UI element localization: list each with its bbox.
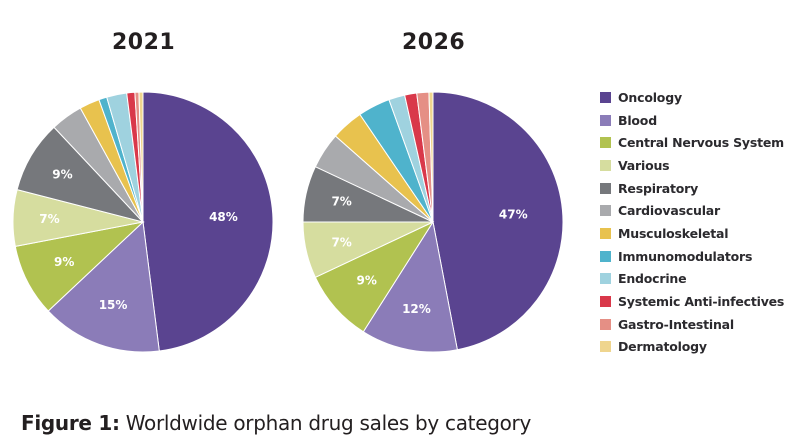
legend-swatch (600, 250, 611, 262)
legend-swatch (600, 91, 611, 103)
legend-item: Central Nervous System (600, 131, 784, 154)
slice-data-label: 9% (52, 167, 72, 181)
legend: Oncology Blood Central Nervous System Vario… (600, 86, 784, 358)
pie-slice (47, 220, 160, 353)
legend-item: Cardiovascular (600, 199, 784, 222)
caption-prefix: Figure 1: (21, 411, 120, 435)
slice-data-label: 7% (39, 212, 59, 226)
pie-title-2021: 2021 (112, 30, 176, 55)
slice-data-label: 9% (54, 255, 74, 269)
legend-swatch (600, 114, 611, 126)
legend-label: Central Nervous System (618, 135, 784, 151)
legend-label: Oncology (618, 89, 682, 105)
figure-caption: Figure 1: Worldwide orphan drug sales by… (21, 411, 531, 435)
pie-2026: 47% 12% 9% 7% 7% (302, 91, 564, 353)
legend-swatch (600, 227, 611, 239)
legend-label: Blood (618, 112, 657, 128)
legend-label: Respiratory (618, 180, 699, 196)
legend-item: Respiratory (600, 177, 784, 200)
legend-swatch (600, 296, 611, 308)
slice-data-label: 7% (331, 235, 351, 249)
legend-swatch (600, 205, 611, 217)
legend-label: Cardiovascular (618, 203, 721, 219)
legend-swatch (600, 341, 611, 353)
pie-slice (362, 220, 458, 353)
legend-label: Systemic Anti-infectives (618, 294, 785, 310)
legend-item: Blood (600, 109, 784, 132)
legend-item: Gastro-Intestinal (600, 313, 784, 336)
pie-slice (432, 91, 564, 351)
slice-data-label: 48% (209, 210, 238, 224)
legend-swatch (600, 273, 611, 285)
pie-title-2026: 2026 (402, 30, 466, 55)
legend-item: Immunomodulators (600, 245, 784, 268)
legend-label: Various (618, 157, 670, 173)
pie-slice (428, 91, 434, 223)
legend-item: Systemic Anti-infectives (600, 290, 784, 313)
legend-item: Oncology (600, 86, 784, 109)
slice-data-label: 47% (499, 207, 528, 221)
legend-swatch (600, 159, 611, 171)
slice-data-label: 12% (402, 302, 431, 316)
legend-label: Musculoskeletal (618, 225, 729, 241)
slice-data-label: 9% (357, 273, 377, 287)
legend-item: Musculoskeletal (600, 222, 784, 245)
caption-text: Worldwide orphan drug sales by category (119, 411, 532, 435)
legend-label: Immunomodulators (618, 248, 753, 264)
slice-data-label: 15% (99, 298, 128, 312)
legend-swatch (600, 182, 611, 194)
pie-slice (142, 91, 274, 352)
legend-item: Various (600, 154, 784, 177)
legend-item: Dermatology (600, 336, 784, 359)
legend-swatch (600, 318, 611, 330)
legend-swatch (600, 137, 611, 149)
legend-item: Endocrine (600, 268, 784, 291)
legend-label: Gastro-Intestinal (618, 316, 734, 332)
legend-label: Dermatology (618, 339, 707, 355)
pie-slice (138, 91, 144, 223)
legend-label: Endocrine (618, 271, 687, 287)
slice-data-label: 7% (331, 195, 351, 209)
pie-2021: 48% 15% 9% 7% 9% (12, 91, 274, 353)
